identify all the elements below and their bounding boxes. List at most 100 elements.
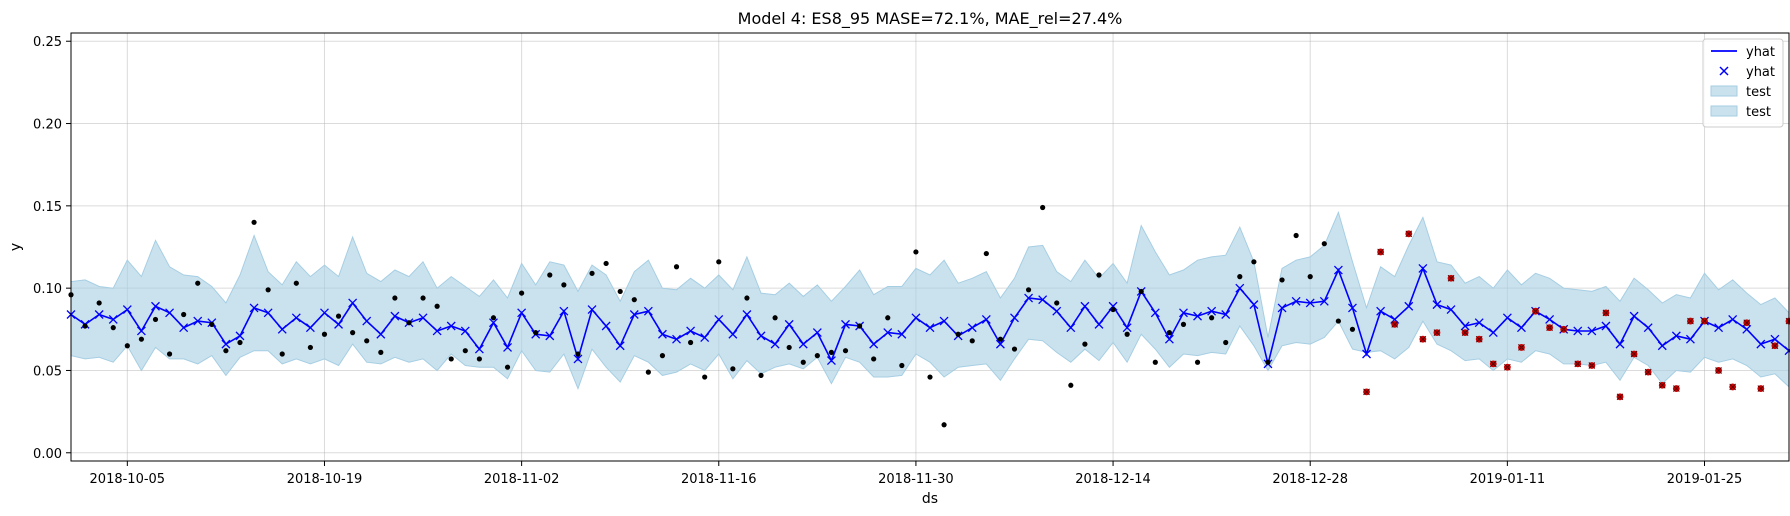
actual-point (828, 349, 835, 355)
yhat-marker (334, 319, 344, 329)
test-point (1729, 383, 1737, 391)
confidence-band (70, 210, 1790, 391)
x-tick-label: 2018-10-19 (287, 472, 363, 487)
actual-point (504, 364, 511, 370)
test-point (1518, 344, 1525, 351)
test-point (1503, 363, 1511, 371)
actual-point (335, 313, 342, 319)
yhat-marker (1714, 323, 1724, 333)
test-point-cross (1377, 248, 1384, 256)
actual-point (871, 356, 877, 362)
yhat-marker (742, 310, 752, 319)
plot-frame (70, 32, 1790, 462)
yhat-marker (235, 331, 245, 341)
yhat-marker (1108, 301, 1118, 311)
x-tick-label: 2018-11-16 (681, 472, 757, 487)
yhat-marker (1502, 313, 1512, 323)
test-point (1757, 385, 1765, 392)
yhat-marker (362, 316, 372, 326)
test-point-cross (1475, 335, 1483, 343)
test-point-cross (1363, 388, 1370, 396)
yhat-marker (1643, 323, 1653, 333)
test-point-cross (1715, 367, 1722, 374)
test-point-cross (1588, 362, 1596, 369)
yhat-marker (488, 318, 498, 328)
yhat-marker (474, 344, 484, 354)
test-point (1574, 360, 1582, 368)
actual-point (490, 315, 497, 321)
yhat-marker (249, 303, 259, 313)
yhat-marker (432, 326, 442, 336)
test-point (1546, 324, 1554, 332)
test-point (1377, 248, 1385, 256)
actual-point (519, 290, 525, 296)
legend-item-test-band-1: test (1710, 85, 1771, 100)
actual-point (1209, 315, 1215, 321)
yhat-marker (221, 339, 231, 349)
test-point-cross (1743, 319, 1751, 327)
test-point-cross (1546, 324, 1553, 332)
actual-point (885, 315, 891, 321)
yhat-marker (277, 324, 287, 334)
test-point-cross (1391, 321, 1399, 328)
actual-point (786, 344, 792, 351)
yhat-marker (1164, 334, 1174, 344)
yhat-marker (981, 314, 991, 324)
test-point (1560, 325, 1568, 333)
test-point-cross (1672, 385, 1680, 392)
yhat-marker (1052, 306, 1062, 316)
actual-point (631, 297, 637, 303)
test-point-cross (1504, 363, 1511, 371)
actual-point (1223, 339, 1229, 346)
actual-point (1040, 204, 1046, 211)
test-point-cross (1447, 274, 1455, 282)
actual-point (688, 339, 694, 346)
yhat-marker (1024, 293, 1034, 303)
yhat-marker (1221, 310, 1231, 319)
actual-point (448, 356, 454, 362)
actual-point (321, 331, 328, 337)
yhat-marker (1432, 300, 1442, 310)
test-point-cross (1687, 317, 1694, 325)
test-point-cross (1616, 393, 1624, 401)
y-tick-label: 0.25 (33, 35, 62, 50)
yhat-marker (1038, 295, 1048, 305)
yhat-marker (1277, 303, 1287, 313)
yhat-marker (291, 313, 301, 323)
y-tick-label: 0.15 (33, 200, 62, 215)
legend-label: test (1746, 85, 1771, 100)
actual-point (293, 280, 299, 286)
yhat-marker (165, 308, 175, 318)
actual-point (364, 338, 370, 344)
y-tick-label: 0.00 (33, 447, 62, 462)
actual-point (814, 353, 820, 359)
test-point (1743, 319, 1751, 327)
yhat-marker (1404, 301, 1414, 311)
actual-point (1082, 341, 1088, 347)
yhat-marker (1207, 306, 1217, 316)
actual-point (941, 422, 947, 428)
yhat-marker (559, 306, 569, 316)
test-point (1363, 388, 1370, 396)
actual-point (927, 374, 933, 380)
actual-point (124, 343, 130, 349)
actual-point (617, 288, 623, 295)
yhat-marker (1319, 296, 1329, 306)
actual-point (1349, 326, 1356, 332)
test-point-cross (1757, 385, 1765, 392)
legend-label: test (1746, 105, 1771, 120)
yhat-marker (136, 326, 146, 336)
yhat-marker (728, 329, 738, 339)
actual-point (1265, 359, 1271, 365)
yhat-marker (1488, 328, 1498, 338)
yhat-marker (1080, 301, 1090, 311)
x-tick-label: 2018-11-30 (878, 472, 954, 487)
test-point (1644, 368, 1652, 376)
yhat-marker (700, 333, 710, 342)
actual-point (166, 351, 173, 357)
actual-point (913, 249, 919, 255)
actual-point (842, 348, 849, 354)
actual-point (1124, 331, 1130, 337)
yhat-marker (657, 329, 667, 339)
